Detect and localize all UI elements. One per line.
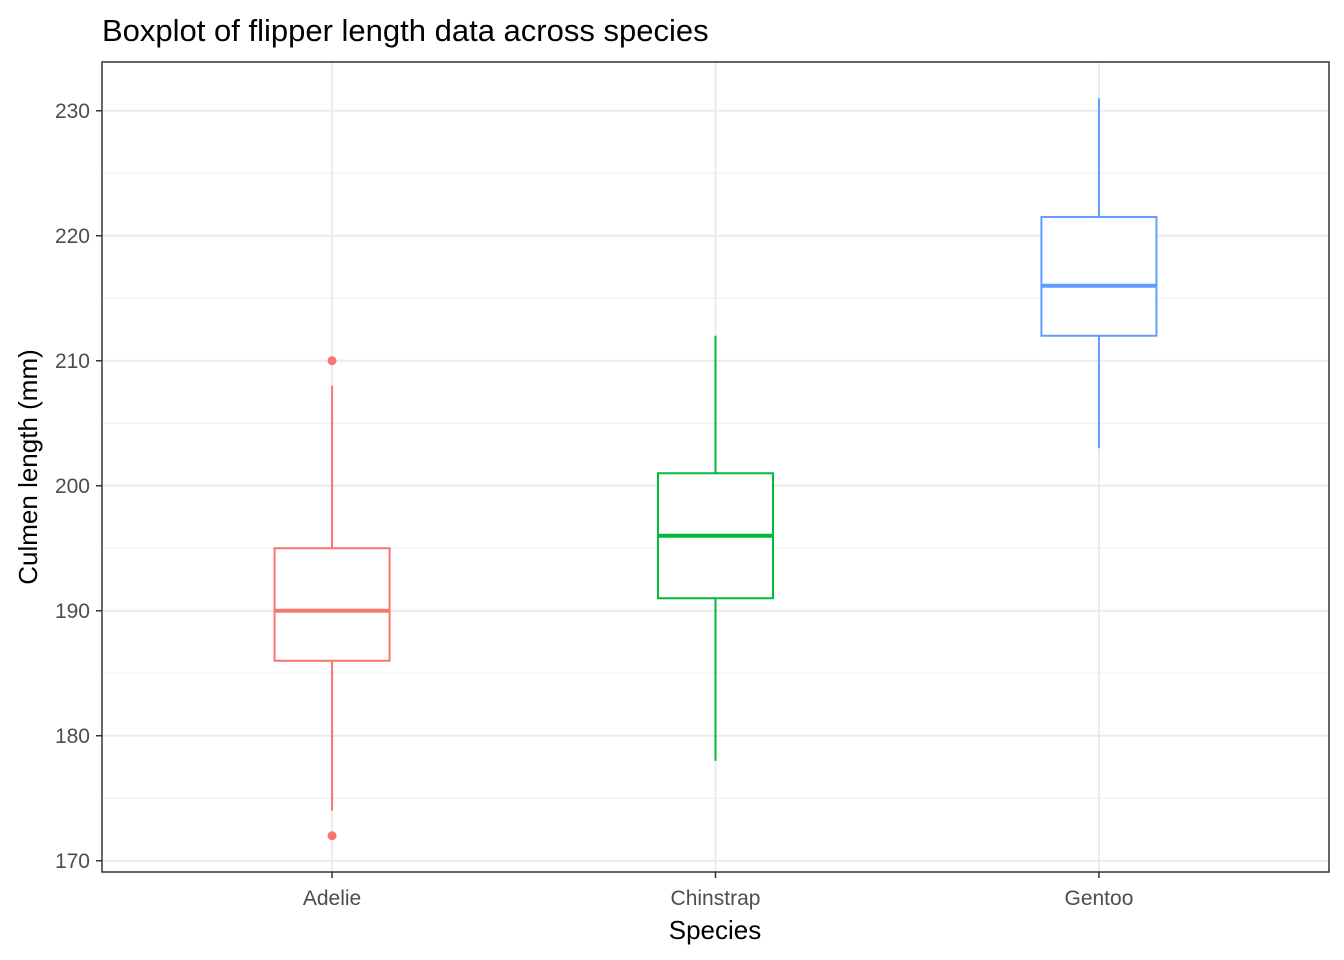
x-tick-label: Chinstrap [671, 887, 761, 910]
box-chinstrap [656, 335, 775, 761]
y-tick-label: 190 [55, 600, 90, 623]
y-tick-label: 200 [55, 475, 90, 498]
y-tick-label: 180 [55, 725, 90, 748]
y-tick-label: 170 [55, 850, 90, 873]
box-adelie [273, 356, 391, 841]
y-tick-label: 220 [55, 225, 90, 248]
y-tick-label: 230 [55, 100, 90, 123]
outlier-point [327, 356, 337, 366]
y-axis-title: Culmen length (mm) [13, 349, 43, 585]
outlier-point [327, 831, 337, 841]
y-tick-label: 210 [55, 350, 90, 373]
x-tick-label: Adelie [303, 887, 361, 910]
box-iqr [1040, 216, 1158, 337]
chart-title: Boxplot of flipper length data across sp… [102, 13, 709, 48]
x-axis: Adelie Chinstrap Gentoo [303, 872, 1133, 910]
x-tick-label: Gentoo [1064, 887, 1133, 910]
y-axis: 170 180 190 200 210 220 230 [55, 100, 102, 873]
x-axis-title: Species [669, 915, 762, 945]
box-iqr [273, 547, 391, 662]
boxes-layer [273, 98, 1158, 841]
box-gentoo [1040, 98, 1158, 449]
